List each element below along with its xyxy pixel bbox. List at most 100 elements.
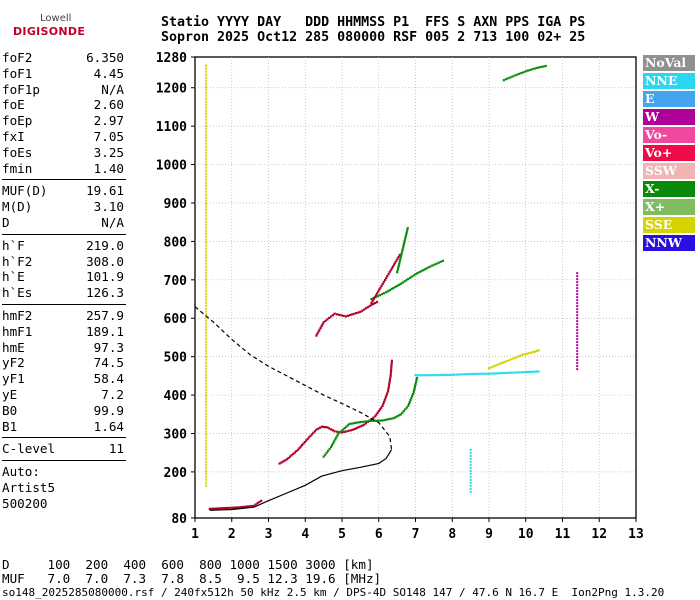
echo-point	[205, 364, 208, 367]
autoscale-info-line: Auto:	[2, 464, 40, 480]
echo-point	[490, 366, 493, 369]
echo-point	[205, 262, 208, 265]
echo-point	[205, 352, 208, 355]
param-name: C-level	[2, 441, 56, 457]
echo-point	[313, 430, 316, 433]
echo-point	[469, 469, 472, 472]
echo-point	[355, 312, 358, 315]
param-name: B0	[2, 402, 18, 418]
echo-point	[414, 374, 417, 377]
legend-entry-vo: Vo+	[643, 145, 695, 161]
x-tick-label: 3	[265, 527, 273, 542]
echo-point	[374, 294, 378, 297]
echo-point	[576, 365, 579, 368]
echo-point	[488, 372, 491, 375]
param-row-ye: yE 7.2	[2, 387, 124, 403]
echo-point	[518, 354, 522, 357]
echo-point	[205, 475, 208, 478]
echo-point	[256, 502, 259, 505]
echo-point	[576, 335, 579, 338]
echo-point	[205, 187, 208, 190]
echo-point	[387, 273, 390, 276]
echo-point	[205, 154, 208, 157]
echo-point	[375, 413, 378, 416]
param-row-foes: foEs 3.25	[2, 145, 124, 161]
echo-point	[375, 300, 379, 304]
echo-point	[382, 280, 385, 283]
echo-point	[331, 444, 334, 447]
param-name: M(D)	[2, 199, 33, 215]
echo-point	[205, 283, 208, 286]
y-tick-label: 1200	[156, 82, 187, 97]
echo-point	[205, 394, 208, 397]
echo-point	[335, 436, 338, 439]
echo-point	[431, 264, 434, 267]
y-tick-label: 500	[164, 351, 188, 366]
echo-point	[535, 349, 538, 353]
echo-point	[535, 370, 538, 373]
echo-point	[525, 352, 528, 355]
echo-point	[376, 292, 379, 295]
param-name: yF1	[2, 371, 25, 387]
echo-point	[449, 373, 452, 376]
echo-point	[469, 454, 472, 457]
echo-point	[383, 419, 386, 422]
echo-point	[336, 434, 339, 437]
echo-point	[386, 290, 390, 293]
echo-point	[396, 271, 399, 274]
x-tick-label: 2	[228, 527, 236, 542]
echo-point	[529, 370, 532, 373]
echo-point	[469, 372, 472, 376]
x-tick-label: 4	[301, 527, 309, 542]
echo-point	[396, 284, 399, 287]
echo-point	[388, 289, 391, 292]
echo-point	[227, 506, 230, 509]
echo-point	[205, 460, 208, 463]
param-row-fmin: fmin 1.40	[2, 161, 124, 177]
echo-point	[357, 311, 360, 314]
echo-point	[205, 232, 208, 235]
echo-point	[250, 504, 253, 508]
echo-point	[205, 178, 208, 181]
echo-point	[361, 420, 364, 423]
echo-point	[205, 193, 208, 196]
echo-point	[368, 304, 371, 308]
echo-point	[205, 358, 208, 361]
param-value: 101.9	[86, 269, 124, 285]
echo-point	[397, 255, 400, 258]
echo-point	[399, 282, 402, 285]
echo-point	[453, 373, 456, 376]
echo-point	[503, 360, 506, 364]
echo-point	[205, 313, 208, 316]
echo-point	[524, 70, 527, 73]
echo-point	[400, 254, 403, 257]
y-tick-label: 1280	[156, 51, 187, 66]
echo-point	[366, 306, 369, 309]
echo-point	[205, 79, 208, 82]
echo-point	[359, 310, 362, 313]
echo-point	[529, 68, 532, 71]
echo-point	[380, 284, 383, 287]
echo-point	[205, 91, 208, 94]
echo-point	[385, 418, 388, 421]
echo-point	[439, 373, 442, 377]
echo-point	[373, 296, 376, 299]
param-row-mufd: MUF(D) 19.61	[2, 183, 124, 199]
echo-point	[467, 373, 470, 376]
echo-point	[469, 475, 472, 478]
echo-point	[205, 463, 208, 466]
echo-point	[492, 365, 495, 368]
echo-point	[316, 332, 319, 335]
echo-point	[312, 431, 315, 434]
echo-point	[332, 442, 335, 445]
echo-point	[494, 364, 497, 367]
echo-point	[377, 419, 380, 422]
echo-point	[390, 359, 393, 362]
echo-point	[205, 466, 208, 469]
echo-point	[205, 247, 208, 250]
echo-point	[390, 417, 393, 420]
param-separator	[2, 233, 126, 235]
echo-point	[478, 372, 481, 375]
echo-point	[353, 427, 357, 430]
echo-point	[348, 314, 352, 317]
